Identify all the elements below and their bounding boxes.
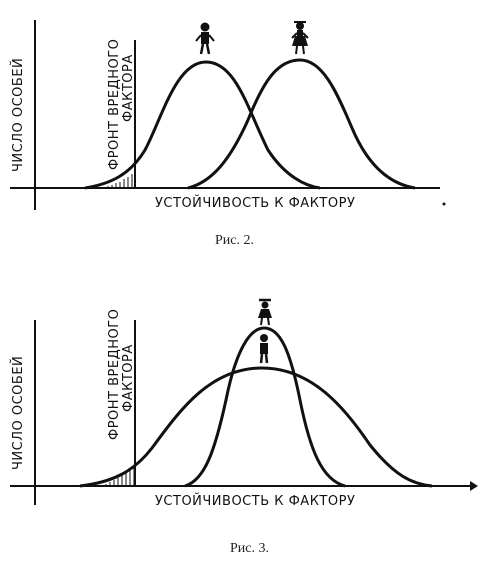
factor-front-label-line1: ФРОНТ ВРЕДНОГО bbox=[107, 39, 122, 170]
x-axis-arrow bbox=[470, 481, 478, 491]
male-distribution-curve-wide bbox=[79, 366, 433, 488]
figure-3-caption: Рис. 3. bbox=[230, 541, 269, 556]
y-axis-label: ЧИСЛО ОСОБЕЙ bbox=[10, 356, 26, 470]
female-figure-icon bbox=[258, 298, 272, 326]
male-figure-icon bbox=[195, 22, 215, 55]
male-distribution-curve bbox=[84, 60, 321, 190]
figure-3-graph: ЧИСЛО ОСОБЕЙ ФРОНТ ВРЕДНОГО ФАКТОРА УСТО… bbox=[10, 298, 478, 556]
figure-3: ЧИСЛО ОСОБЕЙ ФРОНТ ВРЕДНОГО ФАКТОРА УСТО… bbox=[0, 280, 479, 563]
y-axis-label: ЧИСЛО ОСОБЕЙ bbox=[10, 58, 26, 172]
female-figure-icon bbox=[291, 21, 309, 55]
female-distribution-curve-narrow bbox=[184, 326, 346, 488]
factor-front-label-line1: ФРОНТ ВРЕДНОГО bbox=[107, 309, 122, 440]
hatch-lines bbox=[105, 466, 135, 486]
figure-2-graph: ЧИСЛО ОСОБЕЙ ФРОНТ ВРЕДНОГО ФАКТОРА УСТО… bbox=[10, 20, 446, 248]
x-axis-label: УСТОЙЧИВОСТЬ К ФАКТОРУ bbox=[155, 493, 355, 509]
male-figure-icon bbox=[259, 334, 269, 364]
hatched-area bbox=[100, 172, 135, 188]
figure-2-caption: Рис. 2. bbox=[215, 233, 254, 248]
hatch-lines bbox=[107, 174, 133, 188]
factor-front-label-line2: ФАКТОРА bbox=[121, 344, 136, 412]
figure-2: ЧИСЛО ОСОБЕЙ ФРОНТ ВРЕДНОГО ФАКТОРА УСТО… bbox=[0, 0, 479, 260]
x-axis-end-dot bbox=[442, 202, 446, 206]
female-distribution-curve bbox=[187, 58, 416, 190]
factor-front-label-line2: ФАКТОРА bbox=[121, 54, 136, 122]
x-axis-label: УСТОЙЧИВОСТЬ К ФАКТОРУ bbox=[155, 195, 355, 211]
